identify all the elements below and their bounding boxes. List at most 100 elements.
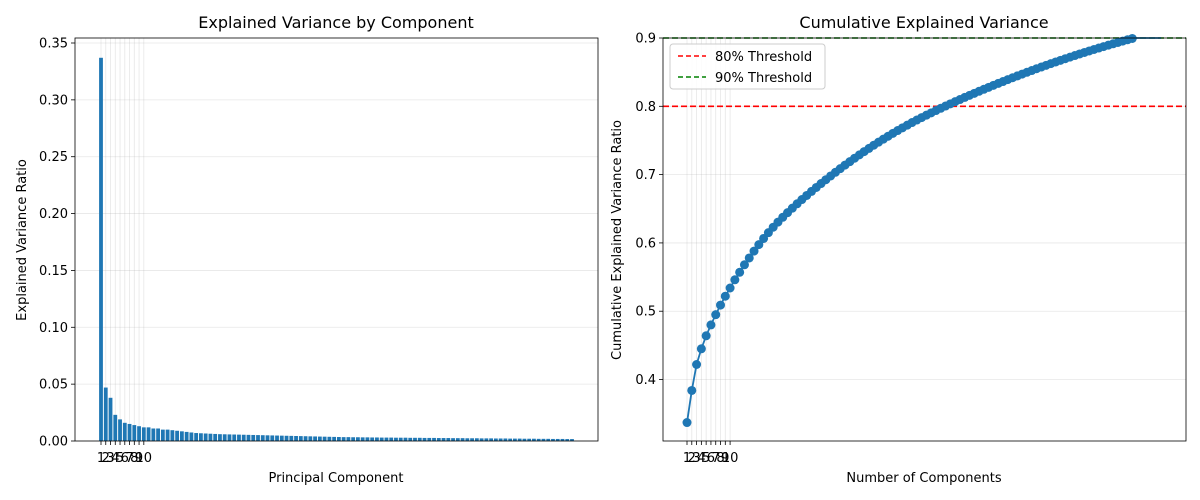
variance-bar — [451, 438, 455, 441]
variance-bar — [379, 437, 384, 441]
variance-bar — [570, 439, 574, 441]
variance-bar — [336, 437, 341, 441]
chart2-y-tick-label: 0.5 — [635, 305, 656, 320]
chart2-y-tick-label: 0.4 — [635, 373, 656, 388]
variance-bar — [332, 436, 337, 441]
chart2-title: Cumulative Explained Variance — [799, 13, 1048, 32]
chart1-y-tick-label: 0.10 — [39, 321, 68, 336]
cumulative-point — [720, 291, 730, 301]
chart2-x-tick-label: 7 — [712, 451, 720, 466]
chart1-x-tick-label: 4 — [111, 451, 119, 466]
variance-bar — [356, 437, 360, 441]
variance-bar — [213, 433, 218, 441]
cumulative-point — [754, 240, 764, 250]
variance-bar — [199, 433, 203, 441]
variance-bar — [389, 437, 394, 441]
variance-bar — [146, 427, 151, 441]
variance-bar — [403, 437, 408, 441]
chart1-x-tick-label: 8 — [130, 451, 138, 466]
variance-bar — [237, 434, 241, 441]
chart1-y-tick-label: 0.30 — [39, 93, 68, 108]
variance-bar — [370, 437, 375, 441]
chart1-x-tick-label: 6 — [121, 451, 129, 466]
variance-bar — [165, 429, 170, 441]
chart1-frame — [74, 37, 599, 442]
chart1-x-tick-label: 3 — [106, 451, 114, 466]
variance-bar — [260, 435, 265, 441]
chart2-y-tick-label: 0.8 — [635, 100, 656, 115]
variance-bar — [108, 397, 113, 441]
cumulative-point — [692, 359, 702, 369]
variance-bar — [508, 438, 513, 441]
chart1-x-tick-label: 10 — [136, 451, 153, 466]
chart2-x-tick-label: 9 — [721, 451, 729, 466]
chart2-x-tick-label: 4 — [697, 451, 705, 466]
legend-box — [669, 43, 826, 90]
variance-bar — [484, 438, 489, 441]
variance-bar — [189, 432, 194, 441]
chart1-x-axis-label: Principal Component — [268, 471, 403, 486]
variance-bar — [203, 433, 208, 441]
variance-bar — [541, 438, 546, 441]
variance-bar — [408, 437, 413, 441]
chart1-x-tick-label: 2 — [102, 451, 110, 466]
explained-variance-chart: 0.00 0.05 0.10 0.15 0.20 0.25 0.30 0.35 1234567… — [15, 13, 599, 486]
variance-bar — [127, 423, 132, 441]
variance-bar — [360, 437, 365, 441]
variance-bar — [222, 434, 227, 441]
legend-80-label: 80% Threshold — [715, 50, 812, 65]
chart1-y-ticks: 0.00 0.05 0.10 0.15 0.20 0.25 0.30 0.35 — [39, 37, 75, 450]
chart2-frame — [662, 37, 1187, 442]
chart1-y-tick-label: 0.00 — [39, 435, 68, 450]
variance-bar — [341, 437, 346, 441]
cumulative-point — [739, 260, 749, 270]
cumulative-point — [1127, 33, 1137, 43]
chart1-x-tick-label: 5 — [116, 451, 124, 466]
chart2-legend: 80% Threshold 90% Threshold — [669, 43, 826, 90]
variance-bar — [137, 426, 141, 441]
cumulative-point — [687, 385, 697, 395]
chart1-y-axis-label: Explained Variance Ratio — [15, 159, 30, 321]
variance-bar — [532, 438, 536, 441]
variance-bar — [232, 434, 237, 441]
variance-bar — [308, 436, 313, 441]
chart2-x-axis-label: Number of Components — [846, 471, 1001, 486]
variance-bar — [179, 431, 184, 441]
variance-bar — [317, 436, 322, 441]
variance-bar — [417, 437, 422, 441]
variance-bar — [398, 437, 403, 441]
variance-bar — [422, 437, 427, 441]
chart1-x-tick-label: 7 — [125, 451, 133, 466]
variance-bar — [156, 428, 160, 441]
cumulative-point — [711, 310, 721, 320]
cumulative-point — [701, 331, 711, 341]
chart1-y-tick-label: 0.20 — [39, 207, 68, 222]
variance-bar — [446, 438, 451, 441]
variance-bar — [99, 57, 103, 441]
variance-bar — [513, 438, 517, 441]
variance-bar — [465, 438, 470, 441]
variance-bar — [394, 437, 398, 441]
variance-bar — [279, 435, 284, 441]
variance-bar — [460, 438, 465, 441]
variance-bar — [498, 438, 503, 441]
chart1-y-tick-label: 0.15 — [39, 264, 68, 279]
variance-bar — [546, 438, 551, 441]
variance-bar — [375, 437, 379, 441]
variance-bar — [384, 437, 389, 441]
chart2-x-tick-label: 8 — [716, 451, 724, 466]
variance-bar — [565, 439, 570, 441]
chart2-x-tick-label: 1 — [683, 451, 691, 466]
variance-bar — [527, 438, 532, 441]
chart2-x-tick-label: 2 — [688, 451, 696, 466]
chart2-points — [682, 33, 1137, 428]
variance-bar — [208, 433, 213, 441]
variance-bar — [313, 436, 317, 441]
cumulative-point — [716, 300, 726, 310]
cumulative-point — [682, 418, 692, 428]
chart2-y-tick-label: 0.7 — [635, 168, 656, 183]
variance-bar — [132, 425, 137, 441]
variance-bar — [275, 435, 279, 441]
